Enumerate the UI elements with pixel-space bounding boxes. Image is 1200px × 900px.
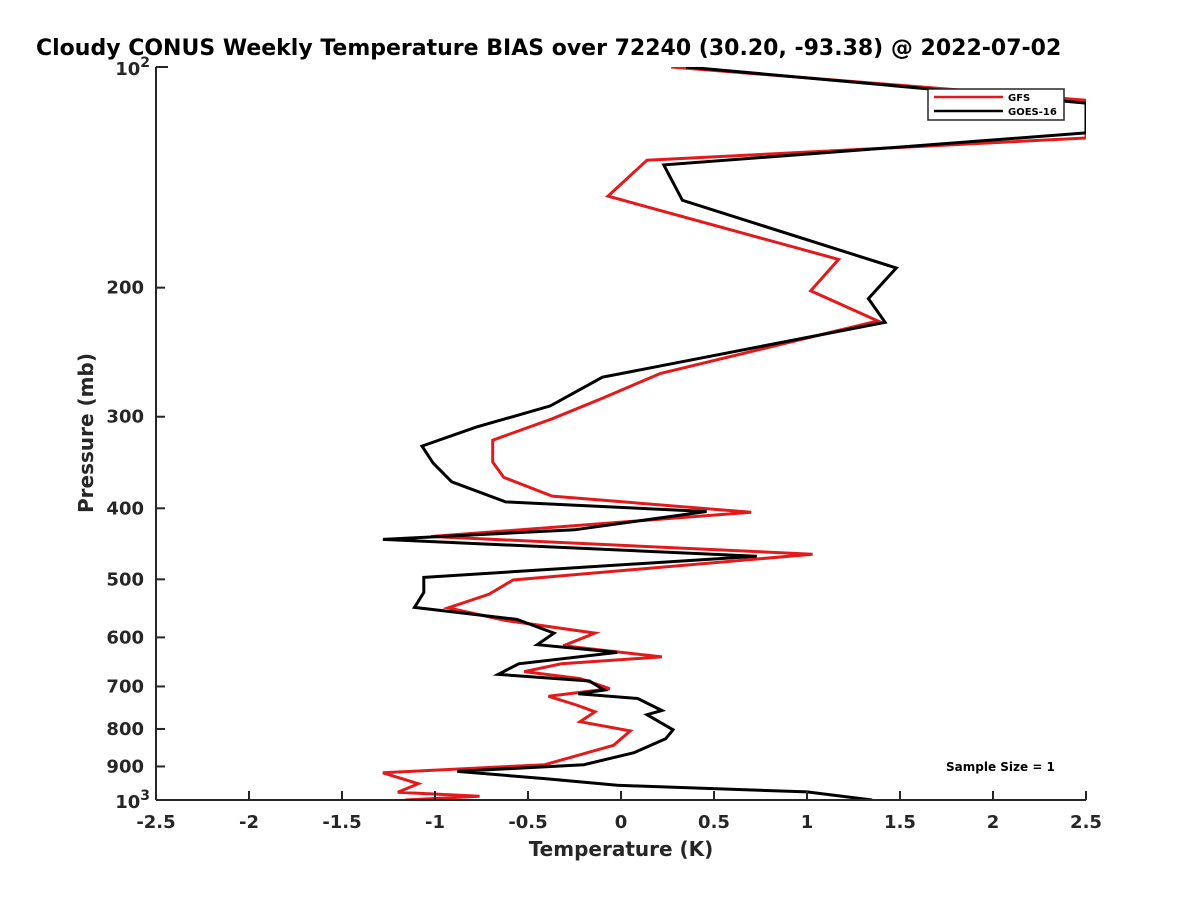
x-tick-label: 0.5 bbox=[698, 812, 730, 833]
chart-title: Cloudy CONUS Weekly Temperature BIAS ove… bbox=[36, 36, 1061, 61]
x-tick-label: 2 bbox=[987, 812, 1000, 833]
y-tick-label: 300 bbox=[106, 407, 144, 428]
axes bbox=[155, 67, 1086, 801]
x-tick-label: -2.5 bbox=[136, 812, 175, 833]
series-layer bbox=[382, 67, 1086, 800]
legend-box bbox=[927, 88, 1065, 121]
y-tick-label: 600 bbox=[106, 627, 144, 648]
y-tick-label: 900 bbox=[106, 756, 144, 777]
y-tick-label: 500 bbox=[106, 569, 144, 590]
x-tick-label: 2.5 bbox=[1070, 812, 1102, 833]
x-tick-label: 1 bbox=[801, 812, 814, 833]
x-tick-label: -2 bbox=[239, 812, 259, 833]
y-ticks: 200 300 400 500 600 700 800 900 102 103 bbox=[106, 55, 168, 813]
series-line-goes16 bbox=[382, 67, 1086, 800]
x-tick-label: -1 bbox=[425, 812, 445, 833]
x-tick-label: -0.5 bbox=[508, 812, 547, 833]
y-axis-label: Pressure (mb) bbox=[74, 353, 98, 513]
series-line-gfs bbox=[382, 67, 1086, 800]
x-tick-label: -1.5 bbox=[322, 812, 361, 833]
x-axis-label: Temperature (K) bbox=[529, 837, 714, 861]
x-ticks: -2.5 -2 -1.5 -1 -0.5 0 0.5 1 1.5 2 2.5 bbox=[136, 791, 1102, 833]
y-decade-tick-label: 102 bbox=[115, 55, 150, 80]
legend-entry-gfs: GFS bbox=[1008, 93, 1030, 104]
legend: GFS GOES-16 bbox=[927, 88, 1065, 121]
x-tick-label: 1.5 bbox=[884, 812, 916, 833]
legend-entry-goes16: GOES-16 bbox=[1008, 107, 1057, 118]
y-tick-label: 400 bbox=[106, 498, 144, 519]
x-tick-label: 0 bbox=[615, 812, 628, 833]
y-decade-tick-label: 103 bbox=[115, 788, 150, 813]
y-tick-label: 800 bbox=[106, 719, 144, 740]
y-tick-label: 200 bbox=[106, 278, 144, 299]
sample-size-annotation: Sample Size = 1 bbox=[946, 760, 1055, 774]
y-tick-label: 700 bbox=[106, 676, 144, 697]
